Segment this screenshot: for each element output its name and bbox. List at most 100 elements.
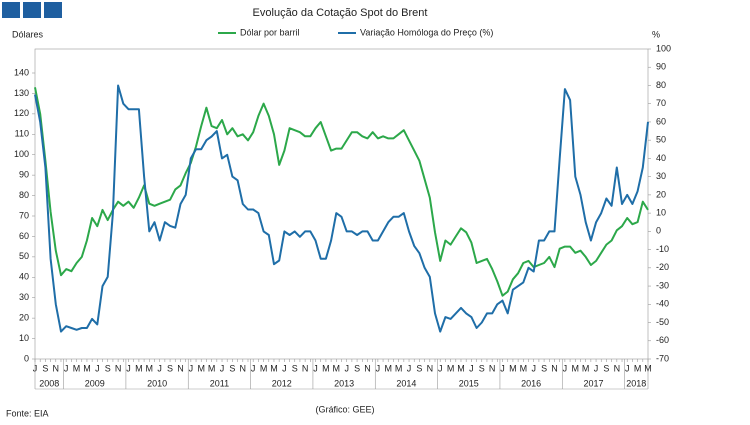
- source: Fonte: EIA: [6, 408, 49, 418]
- y2-tick-label: 50: [656, 135, 666, 145]
- x-tick-label: S: [541, 363, 547, 373]
- x-tick-label: J: [500, 363, 505, 373]
- x-tick-label: J: [251, 363, 256, 373]
- x-tick-label: M: [447, 363, 455, 373]
- x-tick-label: N: [614, 363, 621, 373]
- x-tick-label: S: [479, 363, 485, 373]
- x-tick-label: J: [407, 363, 412, 373]
- y2-tick-label: 80: [656, 80, 666, 90]
- y-tick-label: 100: [14, 149, 29, 159]
- y2-tick-label: 20: [656, 189, 666, 199]
- x-tick-label: N: [364, 363, 371, 373]
- x-tick-label: N: [427, 363, 434, 373]
- x-tick-label: M: [260, 363, 268, 373]
- x-tick-label: M: [457, 363, 465, 373]
- y-tick-label: 30: [19, 292, 29, 302]
- x-tick-label: M: [146, 363, 154, 373]
- x-tick-label: N: [302, 363, 309, 373]
- y-tick-label: 130: [14, 88, 29, 98]
- x-tick-label: M: [509, 363, 517, 373]
- y2-axis-label: %: [652, 29, 660, 39]
- year-label: 2010: [147, 378, 167, 388]
- y-tick-label: 140: [14, 67, 29, 77]
- y2-tick-label: 60: [656, 116, 666, 126]
- x-tick-label: N: [489, 363, 496, 373]
- year-label: 2008: [39, 378, 59, 388]
- y-axis-label: Dólares: [12, 29, 44, 39]
- x-tick-label: M: [208, 363, 216, 373]
- header-icon: [2, 2, 20, 18]
- series-line: [34, 84, 649, 333]
- credit: (Gráfico: GEE): [315, 404, 374, 414]
- y-tick-label: 40: [19, 272, 29, 282]
- x-tick-label: J: [438, 363, 443, 373]
- x-tick-label: M: [83, 363, 91, 373]
- y-tick-label: 120: [14, 108, 29, 118]
- x-tick-label: J: [189, 363, 194, 373]
- x-tick-label: M: [520, 363, 528, 373]
- year-label: 2016: [521, 378, 541, 388]
- year-label: 2011: [210, 378, 229, 388]
- x-tick-label: S: [292, 363, 298, 373]
- x-tick-label: M: [270, 363, 278, 373]
- x-tick-label: M: [572, 363, 580, 373]
- y2-tick-label: 100: [656, 43, 671, 53]
- x-tick-label: S: [603, 363, 609, 373]
- y-tick-label: 60: [19, 231, 29, 241]
- y2-tick-label: -30: [656, 280, 669, 290]
- x-tick-label: S: [167, 363, 173, 373]
- x-tick-label: S: [354, 363, 360, 373]
- year-label: 2017: [583, 378, 603, 388]
- year-label: 2014: [396, 378, 416, 388]
- x-tick-label: M: [73, 363, 81, 373]
- year-label: 2009: [85, 378, 105, 388]
- y-tick-label: 70: [19, 210, 29, 220]
- x-tick-label: N: [53, 363, 60, 373]
- legend-label: Variação Homóloga do Preço (%): [360, 27, 493, 37]
- x-tick-label: J: [282, 363, 287, 373]
- x-tick-label: N: [177, 363, 184, 373]
- y-tick-label: 50: [19, 251, 29, 261]
- x-tick-label: M: [634, 363, 642, 373]
- x-tick-label: M: [395, 363, 403, 373]
- x-tick-label: M: [322, 363, 330, 373]
- y2-tick-label: -40: [656, 299, 669, 309]
- x-tick-label: J: [64, 363, 69, 373]
- x-tick-label: S: [42, 363, 48, 373]
- year-label: 2013: [334, 378, 354, 388]
- x-tick-label: M: [197, 363, 205, 373]
- x-tick-label: M: [333, 363, 341, 373]
- x-tick-label: J: [469, 363, 474, 373]
- year-label: 2015: [459, 378, 479, 388]
- y-tick-label: 20: [19, 313, 29, 323]
- x-tick-label: N: [240, 363, 247, 373]
- y2-tick-label: -70: [656, 353, 669, 363]
- y2-tick-label: -50: [656, 317, 669, 327]
- y-tick-label: 110: [15, 129, 29, 139]
- y-tick-label: 90: [19, 170, 29, 180]
- x-tick-label: S: [416, 363, 422, 373]
- y2-tick-label: 90: [656, 62, 666, 72]
- series-line: [34, 87, 649, 297]
- x-tick-label: J: [594, 363, 599, 373]
- y2-tick-label: 30: [656, 171, 666, 181]
- year-label: 2012: [272, 378, 292, 388]
- y2-tick-label: -20: [656, 262, 669, 272]
- x-tick-label: M: [135, 363, 143, 373]
- y2-tick-label: 40: [656, 153, 666, 163]
- x-tick-label: J: [376, 363, 381, 373]
- x-tick-label: M: [385, 363, 393, 373]
- y2-tick-label: 0: [656, 226, 661, 236]
- year-label: 2018: [626, 378, 646, 388]
- y2-tick-label: 10: [656, 207, 666, 217]
- y2-tick-label: -60: [656, 335, 669, 345]
- x-tick-label: J: [220, 363, 225, 373]
- y-tick-label: 80: [19, 190, 29, 200]
- header-icon: [44, 2, 62, 18]
- x-tick-label: J: [126, 363, 131, 373]
- y2-tick-label: -10: [656, 244, 669, 254]
- header-icon: [23, 2, 41, 18]
- x-tick-label: J: [563, 363, 568, 373]
- y-tick-label: 10: [19, 333, 29, 343]
- x-tick-label: J: [344, 363, 349, 373]
